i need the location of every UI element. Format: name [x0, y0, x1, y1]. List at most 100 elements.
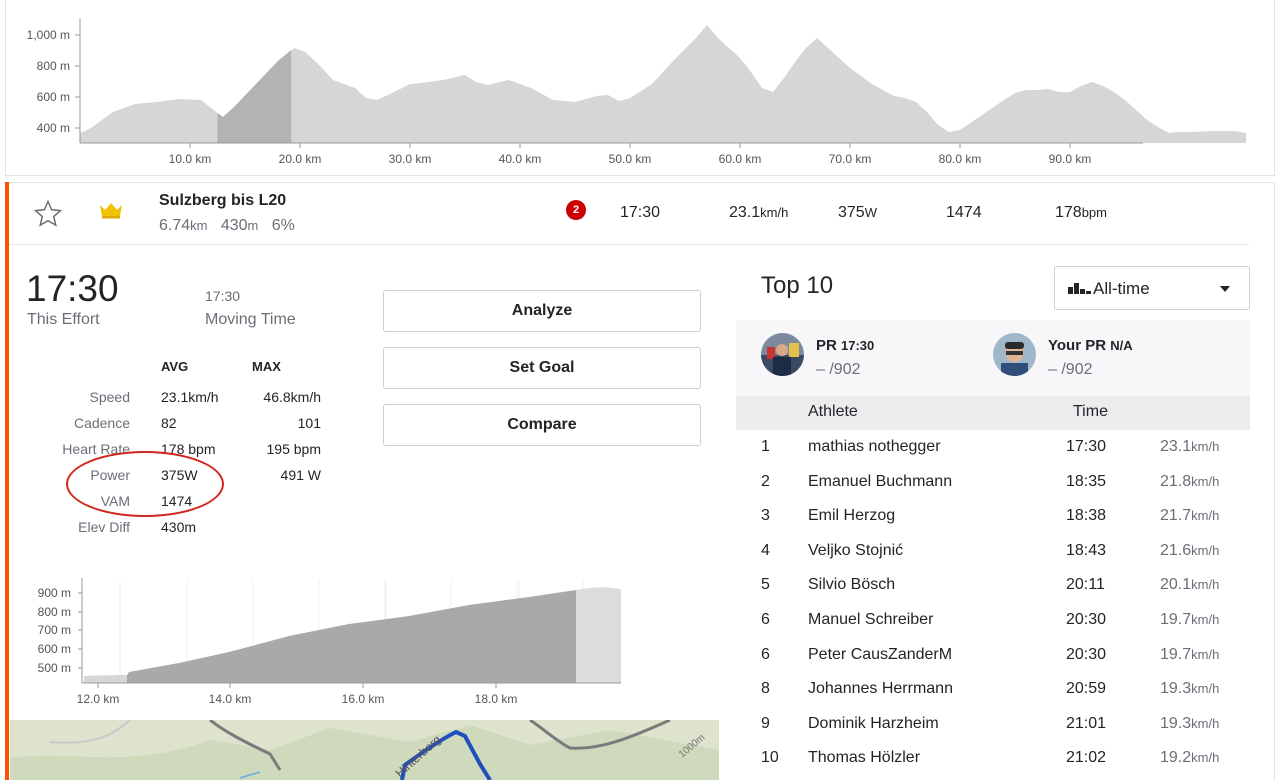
speed-value: 21.7 [1160, 507, 1192, 525]
segment-distance-unit: km [190, 218, 208, 233]
athlete-name[interactable]: mathias nothegger [808, 438, 941, 455]
table-row[interactable]: 8 Johannes Herrmann 20:59 19.3km/h [736, 672, 1250, 707]
stat-max-value: 195 bpm [266, 441, 321, 457]
avatar[interactable] [761, 333, 804, 376]
rank-cell: 5 [761, 576, 770, 594]
profile-lead [84, 675, 127, 683]
set-goal-button[interactable]: Set Goal [383, 347, 701, 389]
elevation-profile-chart[interactable]: 1,000 m 800 m 600 m 400 m 10.0 km 20.0 km 30.0… [5, 0, 1275, 176]
speed-unit: km/h [1191, 473, 1220, 489]
athlete-name[interactable]: Manuel Schreiber [808, 611, 934, 628]
pr-title: PR 17:30 [816, 337, 874, 354]
segment-elevation: 430 [220, 217, 248, 234]
segment-detail-panel [9, 182, 1275, 780]
segment-elevation-chart[interactable]: 900 m 800 m 700 m 600 m 500 m 12.0 km 14.0 km 1… [9, 572, 639, 712]
x-tick-label: 12.0 km [77, 692, 120, 706]
rank-badge: 2 [566, 200, 586, 220]
table-row[interactable]: 2 Emanuel Buchmann 18:35 21.8km/h [736, 465, 1250, 500]
your-pr-title: Your PR N/A [1048, 337, 1133, 354]
speed-unit: km/h [1191, 439, 1220, 454]
bar-chart-icon [1068, 283, 1091, 294]
y-tick-label: 1,000 m [27, 28, 70, 42]
speed-cell: 19.7km/h [1160, 611, 1219, 629]
time-cell: 18:38 [1066, 507, 1107, 525]
x-tick-label: 60.0 km [719, 152, 762, 166]
y-tick-label: 600 m [37, 90, 70, 104]
segment-power-unit: W [864, 205, 877, 220]
table-row[interactable]: 5 Silvio Bösch 20:11 20.1km/h [736, 568, 1250, 603]
effort-time-label: This Effort [27, 311, 100, 328]
effort-time: 17:30 [26, 268, 119, 309]
athlete-name[interactable]: Emil Herzog [808, 507, 896, 525]
segment-map[interactable]: Hinterberg 1000m [10, 720, 719, 780]
segment-heart-rate: 178bpm [1055, 204, 1107, 222]
your-pr-time: N/A [1110, 338, 1133, 353]
table-row[interactable]: 9 Dominik Harzheim 21:01 19.3km/h [736, 707, 1250, 742]
speed-unit: km/h [1191, 508, 1220, 524]
x-tick-label: 10.0 km [169, 152, 212, 166]
athlete-name[interactable]: Thomas Hölzler [808, 749, 921, 767]
rank-cell: 4 [761, 541, 770, 559]
moving-time-label: Moving Time [205, 311, 296, 328]
table-row[interactable]: 10 Thomas Hölzler 21:02 19.2km/h [736, 741, 1250, 776]
speed-value: 20.1 [1160, 576, 1192, 594]
avatar-photo-icon [761, 333, 804, 376]
y-tick-label: 500 m [38, 661, 71, 675]
athlete-name[interactable]: Dominik Harzheim [808, 714, 939, 732]
time-cell: 21:02 [1066, 749, 1107, 767]
speed-cell: 19.3km/h [1160, 680, 1219, 698]
segment-elevation-unit: m [247, 218, 259, 233]
speed-cell: 19.3km/h [1160, 715, 1219, 733]
segment-row[interactable]: Sulzberg bis L20 6.74km 430m 6% 2 17:30 … [9, 183, 1249, 245]
x-tick-label: 50.0 km [609, 152, 652, 166]
stat-max-value: 101 [297, 415, 321, 431]
stat-max-value: 46.8km/h [263, 389, 321, 405]
annotation-circle [66, 451, 224, 517]
athlete-name[interactable]: Veljko Stojnić [808, 541, 904, 559]
chevron-down-icon [1220, 286, 1230, 292]
your-pr-label: Your PR [1048, 337, 1107, 354]
speed-unit: km/h [1191, 750, 1220, 766]
speed-cell: 19.2km/h [1160, 749, 1219, 767]
table-row[interactable]: 6 Peter CausZanderM 20:30 19.7km/h [736, 638, 1250, 673]
leaderboard-filter-dropdown[interactable]: All-time [1054, 266, 1250, 310]
segment-name[interactable]: Sulzberg bis L20 [159, 192, 287, 209]
leaderboard-header: Athlete Time [736, 396, 1250, 430]
segment-speed: 23.1km/h [729, 204, 788, 222]
table-row[interactable]: 1 mathias nothegger 17:30 23.1km/h [736, 430, 1250, 465]
table-row[interactable]: 3 Emil Herzog 18:38 21.7km/h [736, 499, 1250, 534]
x-tick-label: 90.0 km [1049, 152, 1092, 166]
table-row[interactable]: 6 Manuel Schreiber 20:30 19.7km/h [736, 603, 1250, 638]
rank-cell: 3 [761, 507, 770, 525]
speed-value: 19.2 [1160, 749, 1192, 767]
moving-time: 17:30 [205, 288, 241, 304]
rank-cell: 1 [761, 438, 770, 455]
speed-unit: km/h [1191, 577, 1220, 593]
athlete-name[interactable]: Peter CausZanderM [808, 645, 953, 663]
rank-cell: 6 [761, 611, 770, 628]
rank-cell: 2 [761, 472, 770, 490]
athlete-name[interactable]: Emanuel Buchmann [808, 472, 953, 490]
table-row[interactable]: 4 Veljko Stojnić 18:43 21.6km/h [736, 534, 1250, 569]
stat-avg-value: 23.1km/h [161, 389, 219, 405]
segment-speed-unit: km/h [760, 205, 789, 220]
compare-button[interactable]: Compare [383, 404, 701, 446]
star-outline-icon[interactable] [33, 199, 63, 229]
analyze-button[interactable]: Analyze [383, 290, 701, 332]
avatar[interactable] [993, 333, 1036, 376]
segment-power-value: 375 [838, 204, 865, 221]
speed-cell: 21.6km/h [1160, 542, 1219, 560]
rank-cell: 9 [761, 714, 770, 732]
speed-cell: 20.1km/h [1160, 576, 1219, 594]
time-cell: 20:59 [1066, 680, 1107, 698]
athlete-name[interactable]: Silvio Bösch [808, 576, 896, 594]
time-cell: 18:43 [1066, 541, 1107, 559]
time-cell: 21:01 [1066, 714, 1107, 732]
segment-heart-rate-unit: bpm [1081, 205, 1107, 220]
athlete-name[interactable]: Johannes Herrmann [808, 680, 953, 698]
segment-profile-area [84, 590, 576, 683]
segment-grade: 6% [271, 217, 295, 234]
x-tick-label: 40.0 km [499, 152, 542, 166]
rank-cell: 10 [761, 749, 779, 767]
stat-label: Elev Diff [78, 519, 130, 535]
